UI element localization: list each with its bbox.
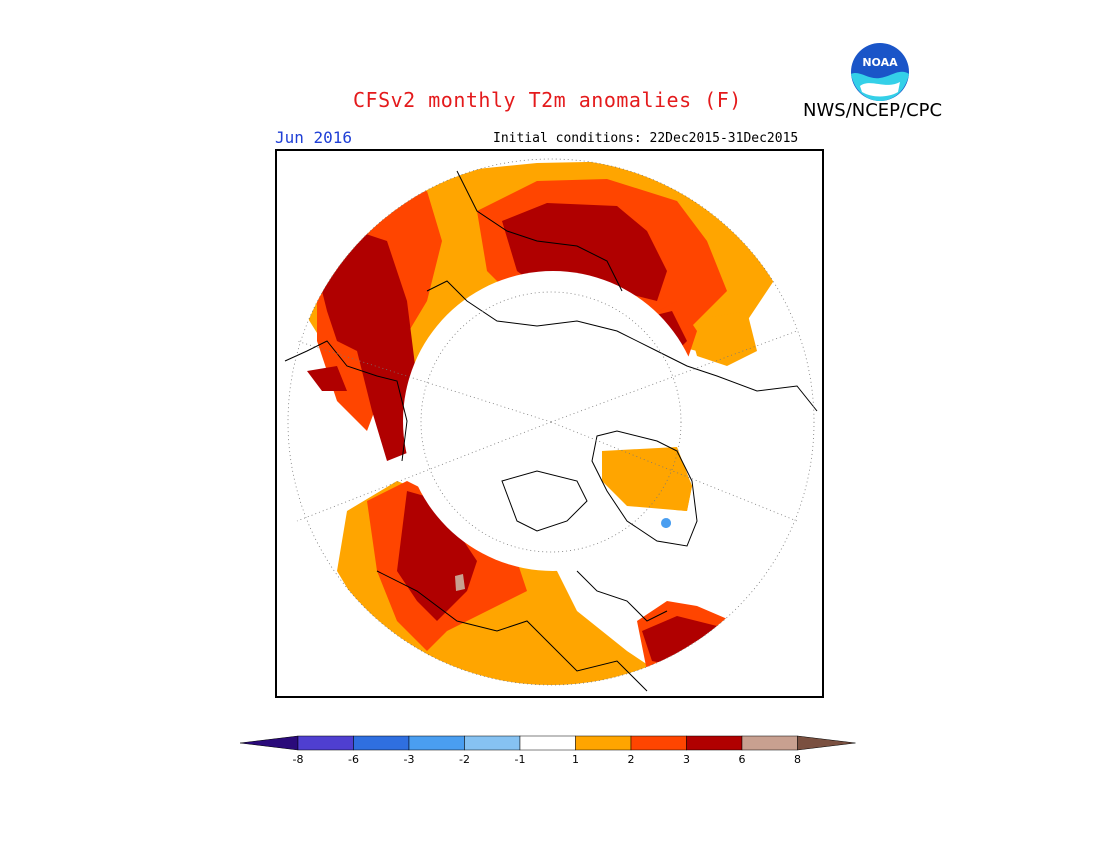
legend-cell xyxy=(686,735,743,751)
legend-tick-label: -6 xyxy=(348,753,359,766)
anomaly-region-iberia-darkred xyxy=(307,366,347,391)
noaa-logo-icon: NOAA xyxy=(849,41,911,103)
coastlines xyxy=(284,170,818,692)
legend-cell xyxy=(630,735,687,751)
anomaly-region-alaska-brown xyxy=(455,574,465,591)
legend-tick-label: 8 xyxy=(794,753,801,766)
agency-label: NWS/NCEP/CPC xyxy=(803,100,943,121)
map-title: CFSv2 monthly T2m anomalies (F) xyxy=(353,88,742,112)
legend-cell xyxy=(741,735,798,751)
legend-tick-label: 1 xyxy=(572,753,579,766)
anomaly-region-scandinavia-darkred xyxy=(317,231,417,461)
legend-cell xyxy=(519,735,576,751)
logo-text: NOAA xyxy=(862,56,898,69)
anomaly-region-greenland-orange xyxy=(602,447,692,511)
legend-cell xyxy=(297,735,354,751)
legend-tick-label: -8 xyxy=(292,753,304,766)
legend-tick-label: 2 xyxy=(627,753,635,766)
legend-tick-label: 3 xyxy=(683,753,690,766)
legend-tick-label: -3 xyxy=(403,753,415,766)
forecast-month: Jun 2016 xyxy=(275,128,353,147)
legend-arrow-high xyxy=(797,735,856,751)
anomaly-region-greenland-blue xyxy=(661,518,671,528)
color-legend-bar xyxy=(240,735,856,751)
legend-cell xyxy=(464,735,521,751)
anomaly-field xyxy=(297,161,787,685)
legend-cell xyxy=(575,735,632,751)
legend-tick-label: 6 xyxy=(738,753,746,766)
legend-tick-label: -2 xyxy=(459,753,470,766)
legend-tick-label: -1 xyxy=(514,753,526,766)
polar-map xyxy=(275,149,824,698)
legend-cell xyxy=(408,735,465,751)
legend-arrow-low xyxy=(240,735,299,751)
graticule xyxy=(287,158,815,686)
anomaly-map-svg xyxy=(284,158,818,692)
initial-conditions: Initial conditions: 22Dec2015-31Dec2015 xyxy=(493,131,799,146)
legend-cell xyxy=(353,735,410,751)
